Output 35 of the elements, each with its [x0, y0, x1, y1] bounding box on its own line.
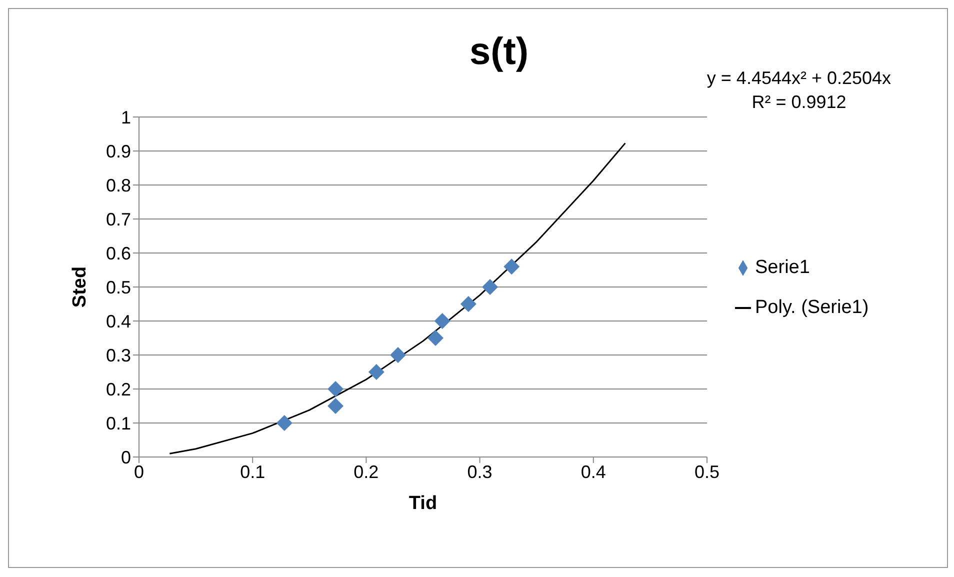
point	[434, 313, 450, 329]
y-tick-label: 1	[120, 107, 131, 128]
y-tick-label: 0.5	[106, 277, 131, 298]
x-tick-label: 0.2	[354, 462, 379, 482]
y-tick-label: 0.4	[106, 311, 131, 332]
point	[328, 381, 344, 397]
y-tick-label: 0.7	[106, 209, 131, 230]
x-axis-title: Tid	[408, 493, 438, 514]
chart-title: s(t)	[468, 31, 530, 74]
y-tick-label: 0.6	[106, 243, 131, 264]
y-tick-label: 0.2	[106, 379, 131, 400]
line-series	[168, 142, 626, 454]
y-axis-title: Sted	[70, 266, 91, 308]
point	[276, 415, 292, 431]
y-tick-label: 0.3	[106, 345, 131, 366]
text: R² = 0.9912	[750, 91, 848, 114]
point	[460, 296, 476, 312]
y-tick-label: 0.1	[106, 413, 131, 434]
x-tick-label: 0.3	[467, 462, 492, 482]
point	[504, 258, 520, 275]
x-tick-label: 0	[134, 462, 144, 482]
point	[390, 347, 406, 363]
y-tick-label: 0	[120, 447, 131, 468]
point	[368, 364, 384, 380]
point	[482, 279, 498, 295]
point	[427, 330, 444, 346]
text: y = 4.4544x² + 0.2504x	[706, 67, 892, 90]
y-tick-label: 0.9	[106, 141, 131, 162]
x-tick-label: 0.1	[240, 462, 266, 482]
legend-label: Poly. (Serie1)	[755, 297, 869, 318]
point	[328, 398, 344, 414]
x-tick-label: 0.5	[694, 462, 720, 482]
y-tick-label: 0.8	[106, 175, 131, 196]
legend-label: Serie1	[755, 257, 810, 278]
x-tick-label: 0.4	[580, 462, 606, 482]
